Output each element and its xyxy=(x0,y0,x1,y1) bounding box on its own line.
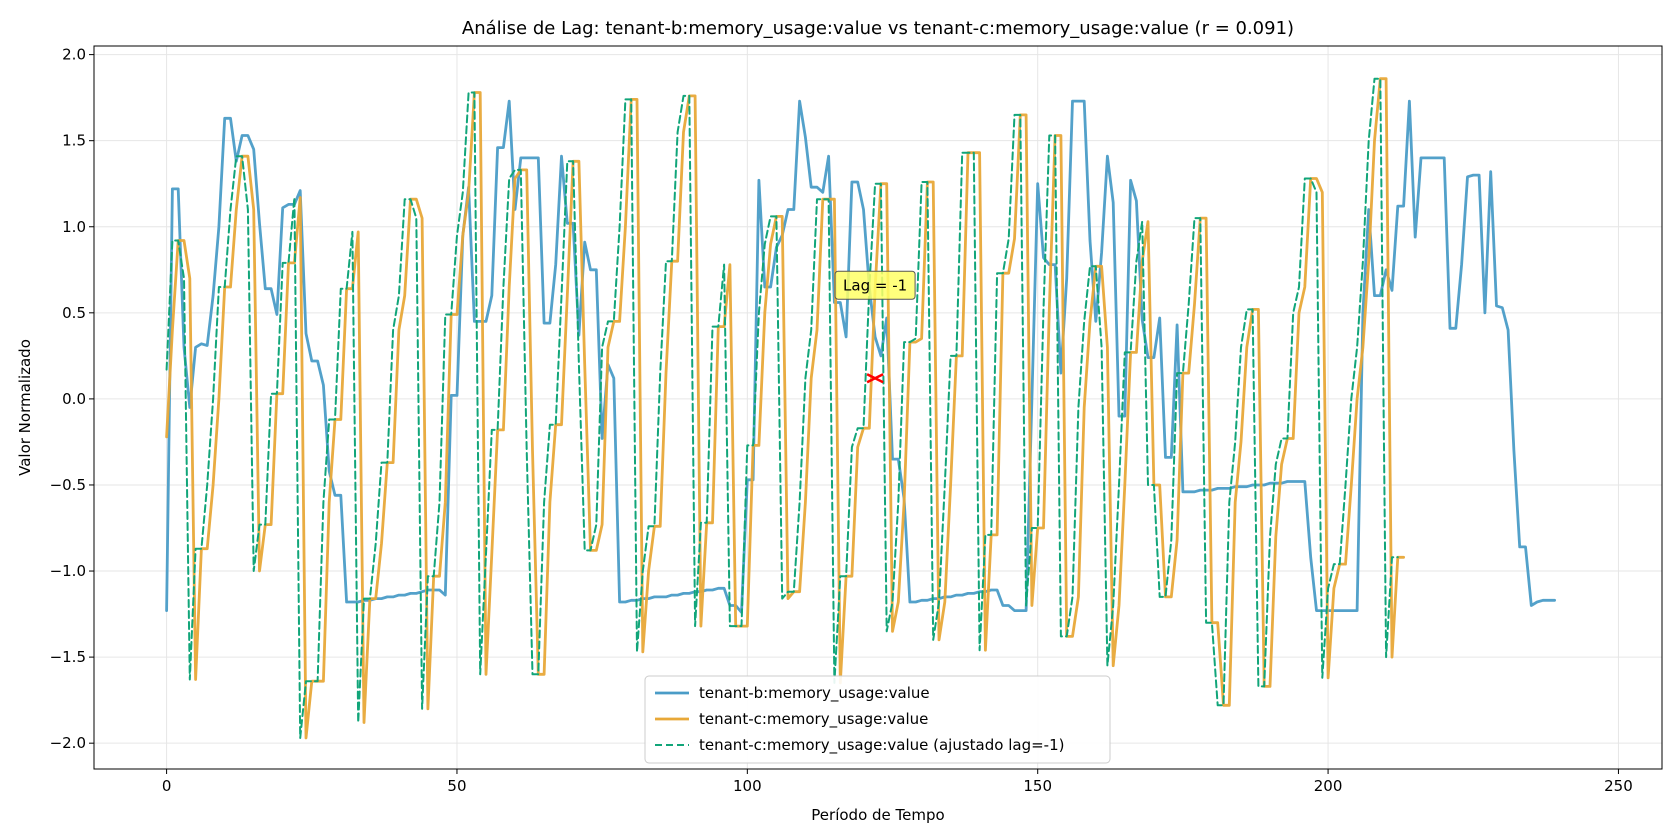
y-tick-label: −2.0 xyxy=(50,734,86,752)
y-tick-label: −1.0 xyxy=(50,562,86,580)
lag-annotation-text: Lag = -1 xyxy=(843,276,907,294)
legend-box xyxy=(644,675,1111,764)
lag-marker xyxy=(866,373,884,384)
series-line-2 xyxy=(165,77,1405,740)
y-tick-label: −1.5 xyxy=(50,648,86,666)
y-tick-label: 0.0 xyxy=(62,390,86,408)
x-tick-label: 50 xyxy=(447,777,466,795)
legend: tenant-b:memory_usage:value tenant-c:memo… xyxy=(644,675,1111,764)
y-axis-ticks: −2.0 −1.5 −1.0 −0.5 0.0 0.5 1.0 1.5 2.0 xyxy=(50,46,94,752)
legend-label-2: tenant-c:memory_usage:value xyxy=(699,710,928,729)
x-tick-label: 200 xyxy=(1314,777,1343,795)
y-tick-label: −0.5 xyxy=(50,476,86,494)
y-tick-label: 2.0 xyxy=(62,46,86,64)
x-tick-label: 250 xyxy=(1604,777,1633,795)
legend-label-3: tenant-c:memory_usage:value (ajustado la… xyxy=(699,736,1064,755)
grid-lines xyxy=(94,46,1662,769)
lag-annotation: Lag = -1 xyxy=(834,270,916,300)
lag-annotation-box xyxy=(834,270,916,300)
series-line-1 xyxy=(165,99,1556,614)
y-tick-label: 0.5 xyxy=(62,304,86,322)
legend-label-1: tenant-b:memory_usage:value xyxy=(699,684,930,703)
y-tick-label: 1.5 xyxy=(62,132,86,150)
chart-title: Análise de Lag: tenant-b:memory_usage:va… xyxy=(462,18,1294,39)
y-tick-label: 1.0 xyxy=(62,218,86,236)
series-line-3 xyxy=(165,77,1399,739)
x-tick-label: 0 xyxy=(162,777,172,795)
x-axis-label: Período de Tempo xyxy=(811,806,944,824)
x-axis-ticks: 0 50 100 150 200 250 xyxy=(162,769,1633,795)
plot-frame xyxy=(93,45,1663,770)
series-layer xyxy=(165,77,1556,740)
y-axis-label: Valor Normalizado xyxy=(16,339,34,476)
x-tick-label: 100 xyxy=(733,777,762,795)
x-tick-label: 150 xyxy=(1023,777,1052,795)
lag-marker-stroke xyxy=(866,373,884,384)
